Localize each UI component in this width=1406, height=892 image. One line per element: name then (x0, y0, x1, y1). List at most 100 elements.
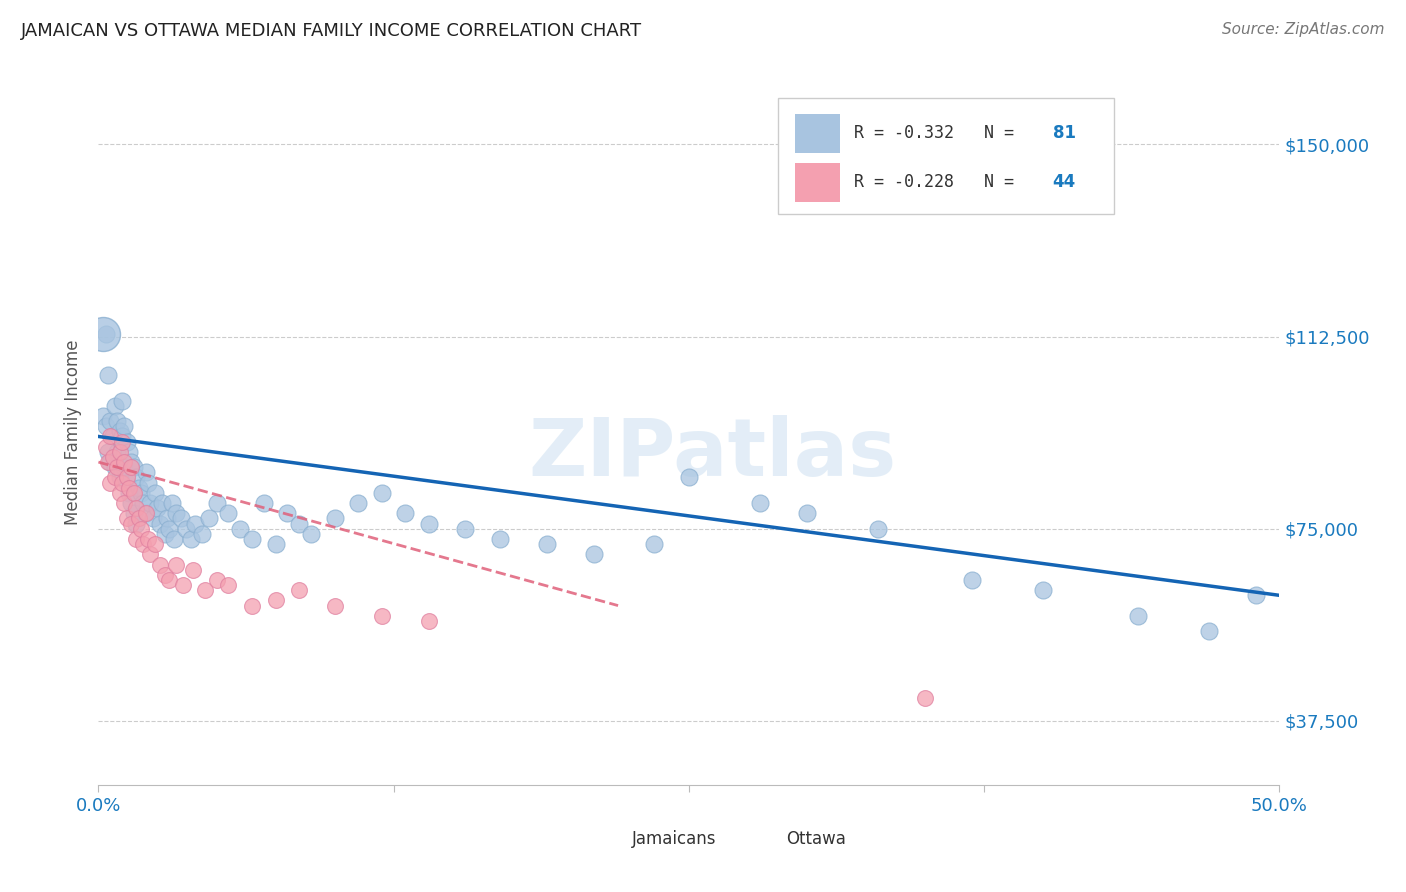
Point (149, 516, 172, 531)
Point (112, 455, 135, 469)
Point (163, 532, 186, 546)
Point (132, 537, 155, 551)
Point (105, 414, 128, 428)
Point (91, 409, 114, 423)
Point (323, 511, 346, 525)
Point (121, 460, 143, 475)
Point (678, 470, 700, 484)
Point (153, 526, 176, 541)
Point (181, 563, 204, 577)
Point (118, 481, 141, 495)
Point (135, 506, 157, 520)
Point (108, 425, 131, 439)
Point (217, 506, 239, 520)
Point (146, 501, 169, 516)
Point (229, 522, 252, 536)
Point (536, 537, 558, 551)
Point (1244, 588, 1267, 602)
Point (101, 450, 124, 464)
Point (108, 470, 131, 484)
Point (94, 419, 117, 434)
Text: Jamaicans: Jamaicans (633, 830, 717, 848)
Point (98, 455, 121, 469)
FancyBboxPatch shape (589, 830, 624, 850)
Point (121, 496, 143, 510)
Point (122, 486, 145, 500)
Point (240, 599, 263, 613)
Point (165, 558, 187, 572)
Point (111, 434, 134, 449)
Point (125, 501, 148, 516)
Point (111, 429, 134, 443)
Point (115, 511, 138, 525)
Point (153, 567, 176, 582)
Point (323, 599, 346, 613)
Point (914, 690, 936, 705)
Point (174, 522, 197, 536)
Point (98, 429, 121, 443)
Point (866, 522, 889, 536)
Point (253, 496, 276, 510)
Point (418, 614, 440, 628)
Text: 81: 81 (1053, 124, 1076, 142)
Point (139, 547, 162, 561)
Point (264, 593, 287, 607)
Point (105, 460, 128, 475)
Point (91, 326, 114, 341)
Point (128, 481, 150, 495)
Text: ZIPatlas: ZIPatlas (529, 415, 897, 492)
Text: JAMAICAN VS OTTAWA MEDIAN FAMILY INCOME CORRELATION CHART: JAMAICAN VS OTTAWA MEDIAN FAMILY INCOME … (21, 22, 643, 40)
Point (122, 460, 145, 475)
Point (94, 326, 117, 341)
Point (1126, 608, 1149, 623)
Text: 44: 44 (1053, 173, 1076, 192)
Point (125, 470, 148, 484)
Text: R = -0.332   N =: R = -0.332 N = (855, 124, 1025, 142)
Point (191, 526, 214, 541)
Point (112, 496, 135, 510)
Point (194, 583, 217, 598)
Point (128, 511, 150, 525)
Point (115, 470, 138, 484)
Point (97, 445, 120, 459)
Point (371, 486, 394, 500)
Point (135, 466, 157, 480)
Point (97, 368, 120, 382)
Point (132, 496, 155, 510)
Point (118, 486, 141, 500)
Point (97, 455, 120, 469)
Point (112, 419, 135, 434)
Point (288, 516, 311, 531)
Point (135, 506, 157, 520)
Point (160, 496, 183, 510)
Point (125, 532, 148, 546)
FancyBboxPatch shape (796, 163, 841, 202)
Point (156, 511, 179, 525)
Point (172, 578, 194, 592)
Point (217, 578, 239, 592)
Point (371, 608, 394, 623)
FancyBboxPatch shape (742, 830, 778, 850)
Point (122, 506, 145, 520)
FancyBboxPatch shape (778, 98, 1114, 214)
Point (129, 486, 152, 500)
Point (108, 445, 131, 459)
Point (276, 506, 298, 520)
Point (142, 511, 165, 525)
Point (111, 475, 134, 490)
Point (136, 532, 159, 546)
Point (129, 522, 152, 536)
Point (184, 516, 207, 531)
Point (170, 511, 193, 525)
Point (121, 516, 143, 531)
Point (143, 537, 166, 551)
Point (111, 393, 134, 408)
Point (205, 496, 228, 510)
Point (94, 440, 117, 454)
Point (104, 470, 127, 484)
Point (489, 532, 512, 546)
Point (112, 460, 135, 475)
Point (115, 475, 138, 490)
Point (165, 506, 187, 520)
Point (583, 547, 606, 561)
